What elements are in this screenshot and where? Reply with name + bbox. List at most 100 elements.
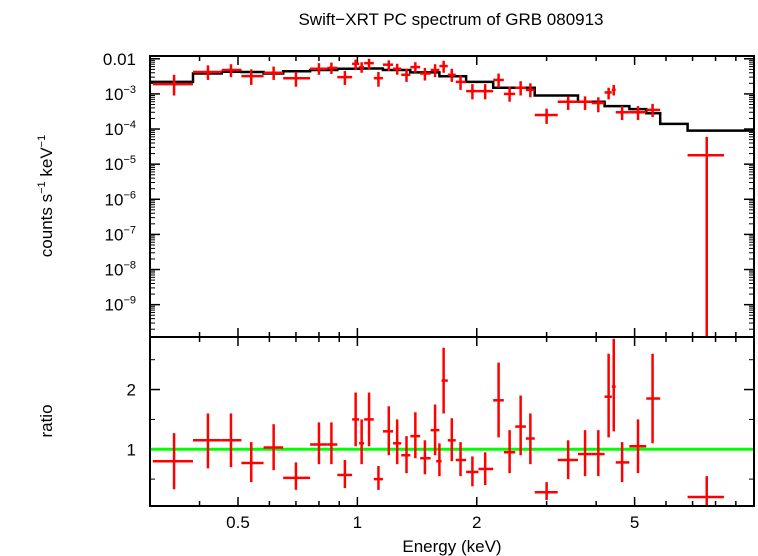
data-point [283,72,311,87]
data-point [359,62,365,73]
data-point [401,436,411,474]
data-point [478,84,494,100]
y-tick-label: 10−5 [105,154,136,174]
data-point [557,440,579,480]
data-point [364,58,374,70]
data-point [557,96,579,110]
data-point [152,74,193,96]
data-point [534,482,558,501]
data-point [687,136,724,337]
data-point [493,362,504,438]
data-point [382,406,394,456]
data-point [466,456,479,487]
data-point [359,419,365,465]
x-tick-labels: 0.5 1 2 5 [226,513,639,532]
data-point [352,59,360,70]
x-tick-label: 0.5 [226,513,250,532]
data-point [604,87,612,100]
data-point [615,106,630,121]
data-point [478,452,494,486]
data-point [455,442,467,477]
data-point [263,66,284,80]
data-point [534,108,558,124]
data-point [447,68,456,82]
data-point [436,443,442,477]
ratio-y-axis-label: ratio [37,404,56,437]
y-tick-label: 0.01 [103,50,136,69]
data-point [327,62,338,74]
data-point [611,84,616,96]
data-point [192,413,222,469]
data-point [352,392,360,447]
data-point [373,72,383,87]
spectrum-y-axis-label: counts s−1 keV−1 [36,135,56,257]
data-point [373,465,383,490]
data-point [364,392,374,447]
x-tick-label: 5 [630,513,639,532]
data-point [578,430,592,477]
data-point [263,424,284,471]
data-point [615,442,630,483]
data-point [604,353,612,438]
data-point [337,70,353,85]
data-point [382,60,394,71]
data-point [515,395,526,456]
data-point [646,103,661,118]
data-point [420,67,431,81]
data-point [393,63,402,75]
data-point [503,430,516,474]
data-point [455,75,467,90]
data-point [629,106,647,121]
data-point [401,68,411,82]
data-point [646,353,661,444]
y-tick-label: 2 [127,381,136,400]
y-tick-label: 10−3 [105,84,136,104]
y-tick-label: 10−6 [105,189,136,209]
y-tick-label: 10−8 [105,260,136,280]
data-point [515,81,526,96]
data-point [493,73,504,88]
data-point [283,462,311,490]
data-point [578,96,592,110]
data-point [430,64,440,78]
data-point [410,412,421,459]
data-point [152,433,193,490]
data-point [503,86,516,102]
y-tick-label: 10−7 [105,224,136,244]
data-point [591,97,605,113]
chart-title: Swift−XRT PC spectrum of GRB 080913 [298,10,603,29]
spectrum-plot-frame [149,55,755,338]
data-point [441,347,448,414]
data-point [525,83,535,98]
data-point [611,338,616,432]
spectrum-panel: 0.01 10−3 10−4 10−5 10−6 10−7 10−8 10−9 counts … [36,50,755,338]
data-point [410,62,421,73]
data-point [327,422,338,465]
data-point [591,430,605,477]
data-point [629,419,647,474]
x-tick-label: 2 [472,513,481,532]
data-point [241,69,264,85]
x-tick-label: 1 [353,513,362,532]
ratio-plot-frame [149,336,755,507]
y-tick-label: 1 [127,440,136,459]
data-point [447,418,456,462]
ratio-y-tick-labels: 12 [127,381,136,460]
data-point [310,63,328,75]
data-point [687,476,724,506]
data-point [430,404,440,456]
y-tick-label: 10−4 [105,119,136,139]
spectrum-data-points [152,58,724,337]
data-point [221,413,242,468]
data-point [310,422,328,465]
data-point [221,64,242,78]
y-tick-label: 10−9 [105,295,136,315]
data-point [192,65,222,80]
data-point [439,60,448,73]
ratio-data-points [152,338,724,506]
ratio-panel: 12 ratio [37,336,755,507]
x-axis-label: Energy (keV) [402,537,501,556]
spectrum-ticks [149,56,755,337]
data-point [420,440,431,475]
